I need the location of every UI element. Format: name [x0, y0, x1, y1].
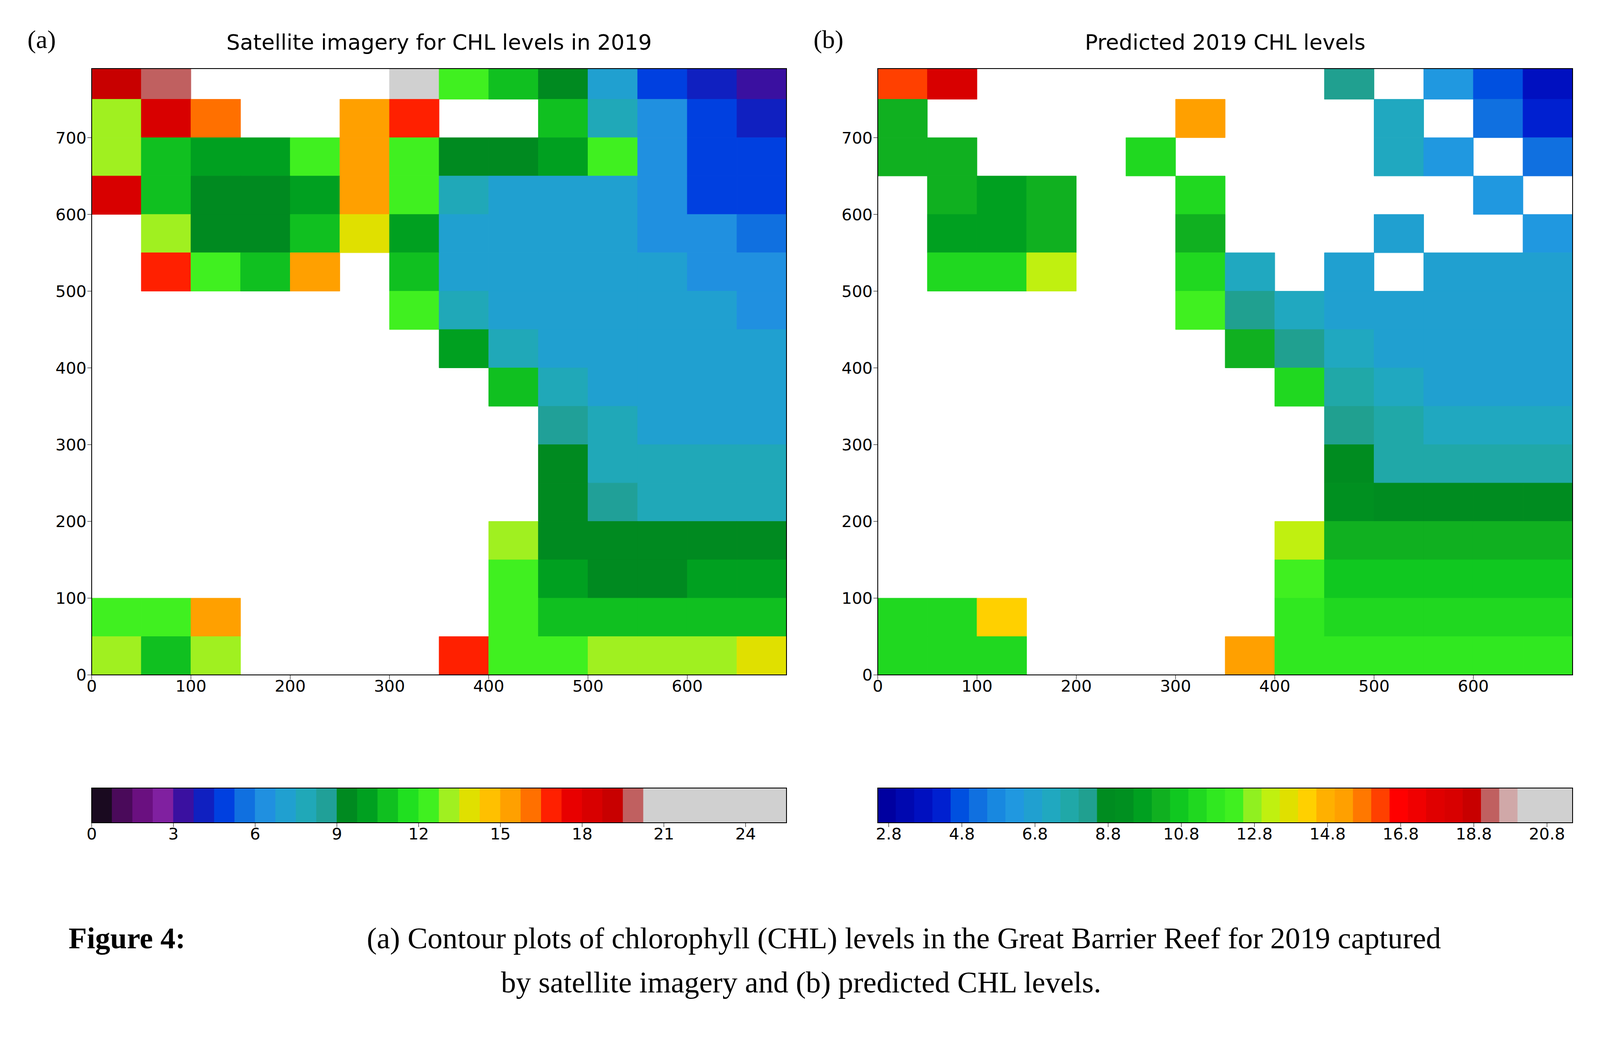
- html-text:Predicted 2019 CHL levels: Predicted 2019 CHL levels: [1084, 29, 1366, 55]
- html-text:Figure 4:: Figure 4:: [68, 921, 186, 955]
- svg-text:18.8: 18.8: [1455, 824, 1493, 844]
- svg-text:200: 200: [55, 511, 87, 531]
- svg-text:200: 200: [1060, 676, 1092, 696]
- svg-text:100: 100: [175, 676, 207, 696]
- svg-text:100: 100: [841, 588, 873, 608]
- svg-text:12: 12: [408, 824, 429, 844]
- svg-text:100: 100: [55, 588, 87, 608]
- svg-text:200: 200: [274, 676, 306, 696]
- svg-text:500: 500: [55, 281, 87, 301]
- svg-text:18: 18: [571, 824, 593, 844]
- svg-text:2.8: 2.8: [875, 824, 902, 844]
- svg-text:6: 6: [250, 824, 261, 844]
- html-text:(a) Contour plots of chlorophy: (a) Contour plots of chlorophyll (CHL) l…: [366, 921, 1441, 955]
- svg-text:20.8: 20.8: [1528, 824, 1566, 844]
- svg-text:500: 500: [1358, 676, 1390, 696]
- svg-text:6.8: 6.8: [1022, 824, 1048, 844]
- svg-text:600: 600: [55, 205, 87, 225]
- svg-text:600: 600: [671, 676, 703, 696]
- svg-text:10.8: 10.8: [1163, 824, 1200, 844]
- svg-text:700: 700: [841, 128, 873, 148]
- html-text:Satellite imagery for CHL leve: Satellite imagery for CHL levels in 2019: [226, 29, 652, 55]
- svg-text:500: 500: [572, 676, 604, 696]
- svg-text:0: 0: [86, 676, 97, 696]
- svg-text:300: 300: [841, 435, 873, 455]
- html-text:by satellite imagery and (b) p: by satellite imagery and (b) predicted C…: [501, 965, 1102, 999]
- svg-text:600: 600: [1457, 676, 1490, 696]
- svg-text:8.8: 8.8: [1095, 824, 1122, 844]
- svg-text:4.8: 4.8: [948, 824, 975, 844]
- svg-text:300: 300: [55, 435, 87, 455]
- svg-text:12.8: 12.8: [1236, 824, 1273, 844]
- svg-text:400: 400: [55, 358, 87, 378]
- svg-text:300: 300: [373, 676, 406, 696]
- html-text:(b): (b): [813, 25, 844, 54]
- svg-text:14.8: 14.8: [1309, 824, 1346, 844]
- svg-text:3: 3: [168, 824, 179, 844]
- html-text:(a): (a): [27, 25, 56, 54]
- svg-text:9: 9: [331, 824, 342, 844]
- svg-text:200: 200: [841, 511, 873, 531]
- svg-text:600: 600: [841, 205, 873, 225]
- svg-text:0: 0: [76, 665, 87, 685]
- svg-text:400: 400: [473, 676, 505, 696]
- svg-text:15: 15: [490, 824, 511, 844]
- svg-text:21: 21: [653, 824, 675, 844]
- svg-text:24: 24: [735, 824, 756, 844]
- svg-text:100: 100: [961, 676, 993, 696]
- svg-text:400: 400: [841, 358, 873, 378]
- svg-text:0: 0: [862, 665, 873, 685]
- svg-text:500: 500: [841, 281, 873, 301]
- svg-text:0: 0: [86, 824, 97, 844]
- svg-text:300: 300: [1160, 676, 1192, 696]
- svg-text:700: 700: [55, 128, 87, 148]
- svg-text:0: 0: [872, 676, 883, 696]
- svg-text:16.8: 16.8: [1382, 824, 1419, 844]
- svg-text:400: 400: [1259, 676, 1291, 696]
